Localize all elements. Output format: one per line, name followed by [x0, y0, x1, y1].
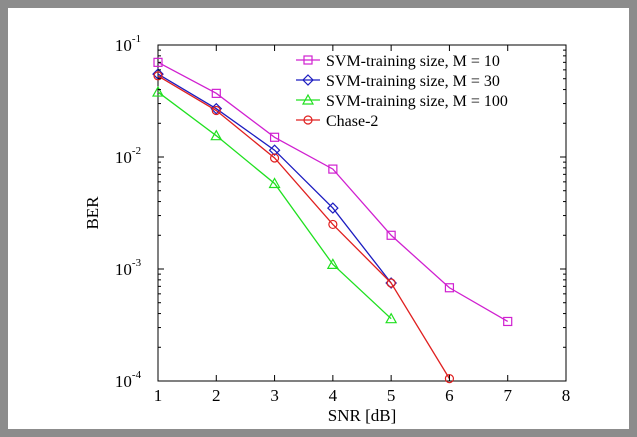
legend-item: Chase-2 — [296, 113, 378, 130]
data-point — [328, 219, 338, 230]
x-tick-label: 7 — [503, 386, 512, 405]
series-2 — [152, 68, 397, 289]
data-point — [385, 312, 398, 324]
x-tick-label: 4 — [329, 386, 338, 405]
x-tick-label: 5 — [387, 386, 396, 405]
x-axis-ticks: 1 2 3 4 5 6 7 8 — [154, 45, 571, 405]
data-point — [386, 278, 396, 288]
y-axis-label: BER — [83, 196, 102, 230]
legend-label: SVM-training size, M = 100 — [326, 93, 508, 110]
data-point — [386, 230, 396, 240]
series-4 — [153, 71, 455, 384]
data-point — [211, 88, 221, 98]
x-tick-label: 1 — [154, 386, 163, 405]
legend-label: SVM-training size, M = 10 — [326, 53, 500, 70]
legend-label: SVM-training size, M = 30 — [326, 73, 500, 90]
data-point — [268, 177, 281, 189]
y-tick-label: 10-1 — [115, 33, 141, 55]
legend-swatch-marker — [303, 55, 313, 65]
data-point — [328, 164, 338, 174]
data-point — [503, 316, 513, 327]
x-tick-label: 6 — [445, 386, 454, 405]
series-line — [157, 75, 450, 379]
data-point — [153, 57, 163, 67]
series-layer — [151, 57, 513, 384]
legend-label: Chase-2 — [326, 113, 378, 130]
x-axis-label: SNR [dB] — [328, 406, 396, 425]
data-point — [268, 144, 281, 157]
data-point — [327, 202, 339, 214]
y-axis-ticks: 10-4 10-3 10-2 10-1 — [115, 33, 566, 391]
series-line — [157, 61, 509, 323]
legend-swatch-marker — [302, 74, 314, 86]
legend-item: SVM-training size, M = 100 — [296, 93, 508, 110]
data-point — [153, 71, 163, 81]
x-tick-label: 3 — [270, 386, 279, 405]
x-tick-label: 8 — [562, 386, 571, 405]
legend-swatch-marker — [303, 115, 313, 125]
data-point — [269, 132, 280, 142]
legend-item: SVM-training size, M = 10 — [296, 53, 500, 70]
y-tick-label: 10-4 — [115, 369, 142, 391]
legend-item: SVM-training size, M = 30 — [296, 73, 500, 90]
y-tick-label: 10-3 — [115, 257, 142, 279]
series-line — [157, 73, 392, 284]
legend-swatch-marker — [301, 93, 315, 105]
data-point — [269, 153, 280, 163]
data-point — [210, 129, 223, 141]
data-point — [444, 374, 455, 384]
series-3 — [151, 85, 398, 324]
data-point — [151, 85, 165, 97]
series-line — [157, 91, 392, 320]
data-point — [444, 283, 455, 293]
data-point — [210, 102, 223, 115]
x-tick-label: 2 — [212, 386, 221, 405]
data-point — [326, 258, 339, 269]
data-point — [211, 105, 221, 116]
y-tick-label: 10-2 — [115, 145, 141, 167]
series-1 — [153, 57, 513, 327]
legend: SVM-training size, M = 10 SVM-training si… — [296, 53, 508, 130]
